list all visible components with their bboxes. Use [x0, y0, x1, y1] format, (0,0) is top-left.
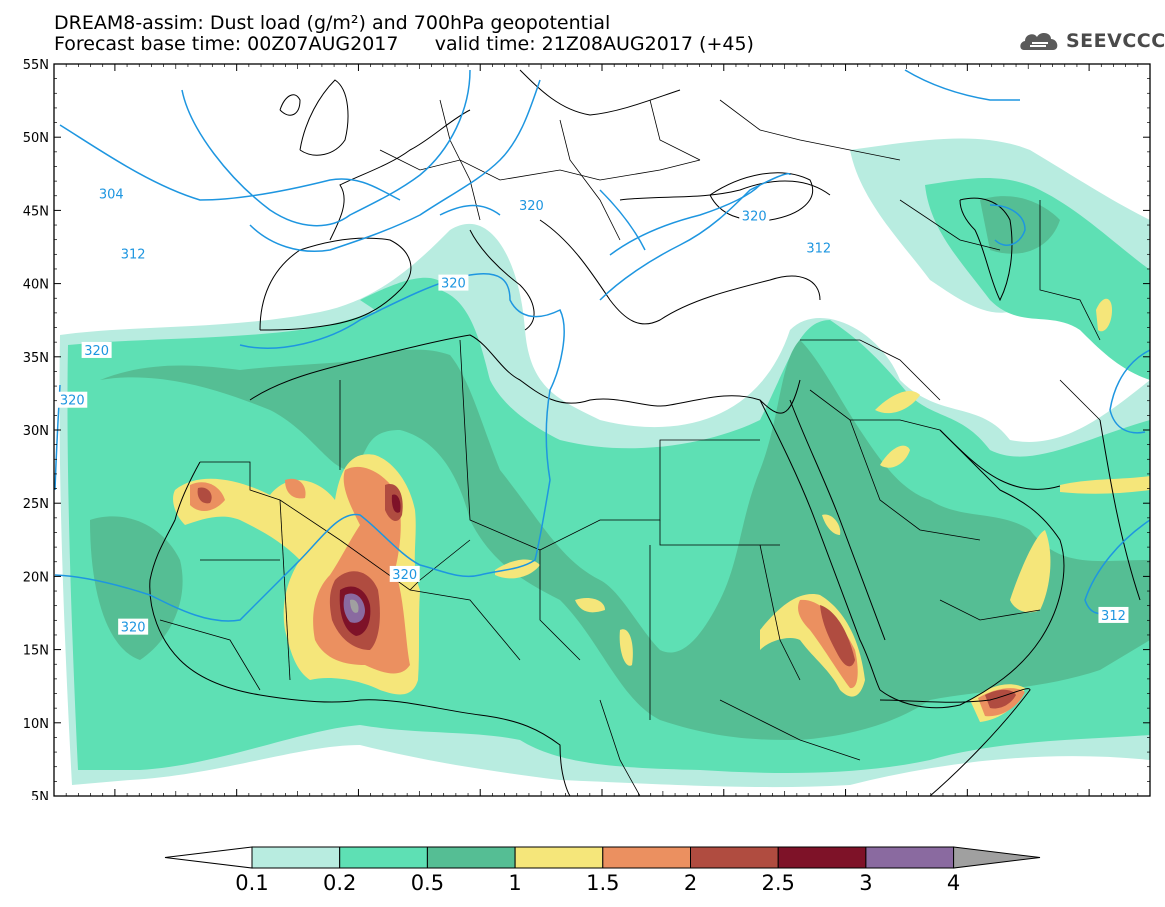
- legend-color-box: [865, 846, 955, 869]
- contour-label-bg: [438, 274, 469, 291]
- legend-color-box: [251, 846, 341, 869]
- legend-value-label: 1: [508, 871, 521, 895]
- legend-value-label: 2.5: [761, 871, 794, 895]
- legend-color-box: [514, 846, 604, 869]
- contour-label-bg: [57, 391, 88, 408]
- dust-field-4: [350, 599, 359, 613]
- legend-value-label: 1.5: [586, 871, 619, 895]
- contour-label-bg: [803, 239, 834, 256]
- contour-label: 320: [84, 344, 109, 359]
- lat-label: 5N: [31, 790, 49, 800]
- contour-label: 320: [121, 621, 146, 636]
- legend-value-label: 3: [859, 871, 872, 895]
- legend-color-box: [426, 846, 516, 869]
- contour-label-bg: [118, 245, 149, 262]
- contour-label: 312: [806, 241, 831, 256]
- contour-label: 320: [441, 277, 466, 292]
- legend-max-arrow: [953, 846, 1041, 869]
- legend-color-box: [602, 846, 691, 869]
- contour-label-bg: [118, 618, 149, 635]
- contour-labels: 304 312 320 320 320 320 320 320 320 312 312: [57, 185, 1129, 636]
- chart-title: DREAM8-assim: Dust load (g/m²) and 700hP…: [54, 12, 611, 34]
- legend-min-arrow: [164, 846, 253, 869]
- legend-color-box: [777, 846, 867, 869]
- legend-value-label: 0.1: [235, 871, 268, 895]
- logo-text: SEEVCCC: [1066, 30, 1165, 52]
- country-borders: [159, 99, 1101, 796]
- legend-value-label: 2: [684, 871, 697, 895]
- contour-label: 320: [519, 199, 544, 214]
- lat-label: 35N: [23, 351, 49, 366]
- contour-label: 320: [742, 209, 767, 224]
- contour-label-bg: [516, 197, 547, 214]
- longitude-tick-marks: [65, 64, 1139, 796]
- contour-label: 312: [121, 247, 146, 262]
- contour-label: 320: [60, 394, 85, 409]
- contour-label-bg: [739, 207, 770, 224]
- contour-label-bg: [389, 565, 420, 582]
- contour-label-bg: [81, 341, 112, 358]
- cloud-icon: [1020, 33, 1058, 50]
- contour-label: 304: [99, 187, 124, 202]
- legend-value-label: 4: [947, 871, 960, 895]
- contour-label-bg: [96, 185, 127, 202]
- contour-label: 312: [1101, 609, 1126, 624]
- contour-label-bg: [1098, 606, 1129, 623]
- lat-label: 30N: [23, 424, 49, 439]
- seevccc-logo: SEEVCCC: [1018, 26, 1165, 56]
- coastlines: [149, 69, 1141, 796]
- lat-label: 20N: [23, 570, 49, 585]
- lat-label: 40N: [23, 278, 49, 293]
- lat-label: 25N: [23, 497, 49, 512]
- latitude-labels: 55N 50N 45N 40N 35N 30N 25N 20N 15N 10N 5N: [23, 58, 49, 800]
- lat-label: 45N: [23, 204, 49, 219]
- lat-label: 15N: [23, 644, 49, 659]
- contour-label: 320: [392, 568, 417, 583]
- lat-label: 10N: [23, 717, 49, 732]
- legend-color-box: [339, 846, 428, 869]
- latitude-tick-marks: [54, 63, 1150, 797]
- lat-label: 55N: [23, 58, 49, 73]
- legend-color-box: [690, 846, 779, 869]
- legend-value-label: 0.5: [411, 871, 444, 895]
- legend-value-label: 0.2: [323, 871, 356, 895]
- lat-label: 50N: [23, 131, 49, 146]
- forecast-times: Forecast base time: 00Z07AUG2017 valid t…: [54, 33, 754, 55]
